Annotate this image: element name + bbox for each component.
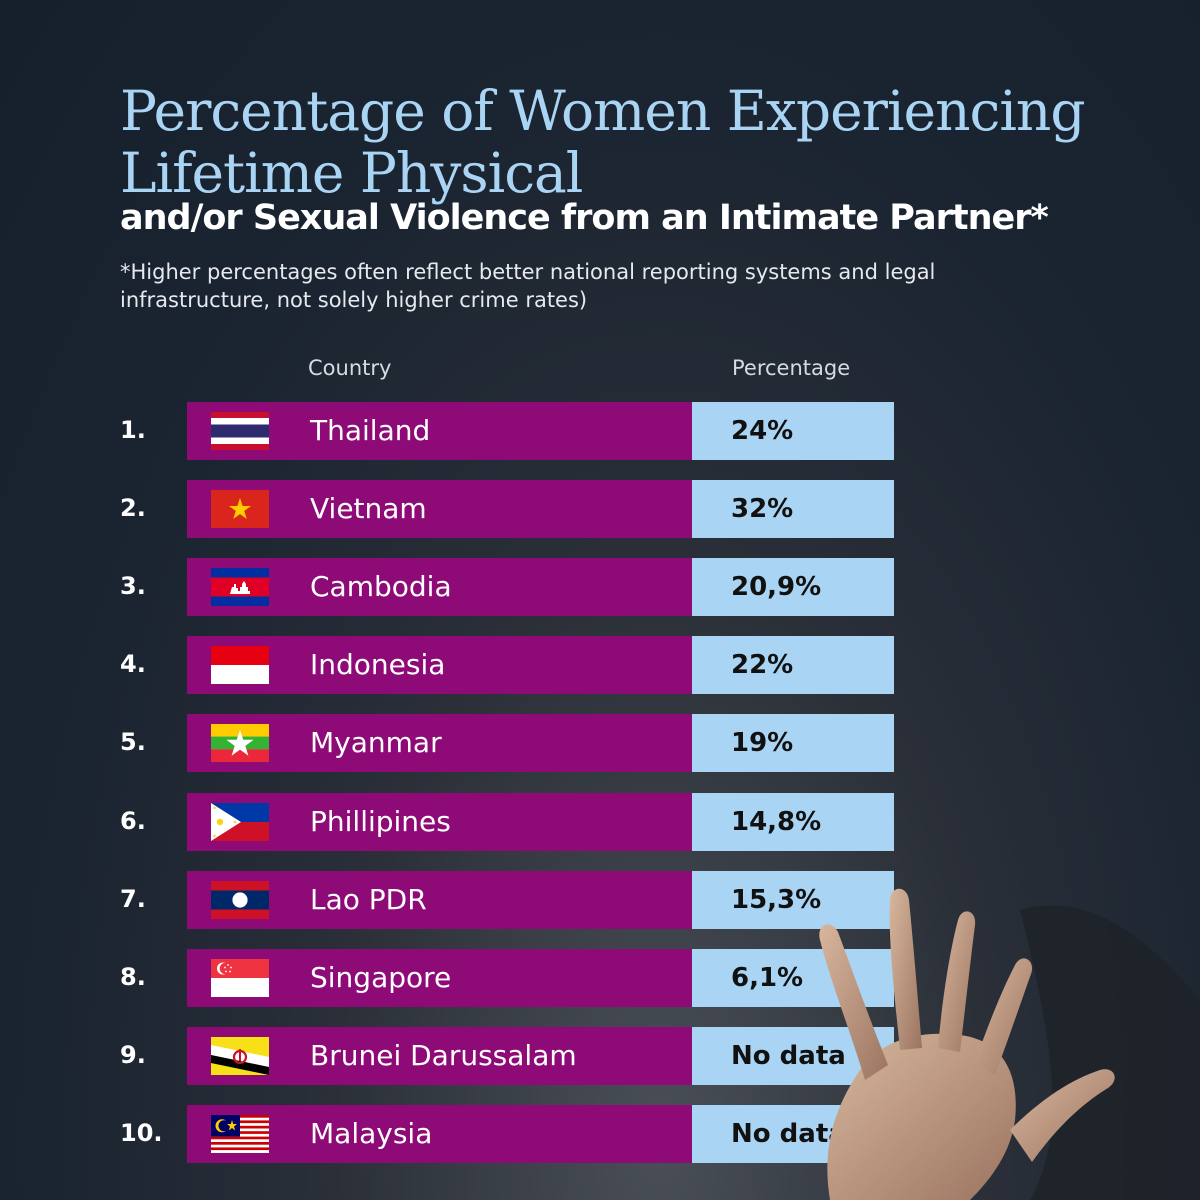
table-row: 10. Malaysia No data bbox=[0, 1105, 1200, 1163]
country-bar: Cambodia bbox=[187, 558, 692, 616]
philippines-flag-icon bbox=[211, 803, 269, 841]
raised-hand-illustration bbox=[819, 888, 1200, 1200]
vietnam-flag-icon bbox=[211, 490, 269, 528]
country-bar: Lao PDR bbox=[187, 871, 692, 929]
row-rank: 9. bbox=[120, 1041, 146, 1069]
percentage-cell: 20,9% bbox=[692, 558, 894, 616]
percentage-cell: 15,3% bbox=[692, 871, 894, 929]
percentage-cell: 14,8% bbox=[692, 793, 894, 851]
percentage-value: 15,3% bbox=[731, 885, 822, 915]
myanmar-flag-icon bbox=[211, 724, 269, 762]
country-name: Singapore bbox=[310, 961, 452, 994]
row-rank: 8. bbox=[120, 963, 146, 991]
column-header-country: Country bbox=[308, 356, 392, 380]
table-row: 5. Myanmar 19% bbox=[0, 714, 1200, 772]
row-rank: 10. bbox=[120, 1119, 163, 1147]
country-name: Malaysia bbox=[310, 1117, 433, 1150]
table-row: 6. Phillipines 14,8% bbox=[0, 793, 1200, 851]
percentage-value: 6,1% bbox=[731, 963, 804, 993]
row-rank: 2. bbox=[120, 494, 146, 522]
brunei-flag-icon bbox=[211, 1037, 269, 1075]
country-bar: Malaysia bbox=[187, 1105, 692, 1163]
table-row: 3. Cambodia 20,9% bbox=[0, 558, 1200, 616]
country-name: Cambodia bbox=[310, 570, 452, 603]
percentage-value: 24% bbox=[731, 416, 794, 446]
footnote: *Higher percentages often reflect better… bbox=[120, 260, 936, 312]
indonesia-flag-icon bbox=[211, 646, 269, 684]
malaysia-flag-icon bbox=[211, 1115, 269, 1153]
percentage-value: 19% bbox=[731, 728, 794, 758]
percentage-value: No data bbox=[731, 1041, 846, 1071]
singapore-flag-icon bbox=[211, 959, 269, 997]
percentage-cell: 22% bbox=[692, 636, 894, 694]
country-bar: Phillipines bbox=[187, 793, 692, 851]
table-row: 2. Vietnam 32% bbox=[0, 480, 1200, 538]
laos-flag-icon bbox=[211, 881, 269, 919]
table-row: 4. Indonesia 22% bbox=[0, 636, 1200, 694]
country-bar: Brunei Darussalam bbox=[187, 1027, 692, 1085]
country-name: Vietnam bbox=[310, 492, 427, 525]
percentage-value: 32% bbox=[731, 494, 794, 524]
percentage-cell: 24% bbox=[692, 402, 894, 460]
table-row: 8. Singapore 6,1% bbox=[0, 949, 1200, 1007]
row-rank: 3. bbox=[120, 572, 146, 600]
country-name: Myanmar bbox=[310, 726, 442, 759]
cambodia-flag-icon bbox=[211, 568, 269, 606]
country-bar: Singapore bbox=[187, 949, 692, 1007]
table-row: 7. Lao PDR 15,3% bbox=[0, 871, 1200, 929]
country-bar: Indonesia bbox=[187, 636, 692, 694]
thailand-flag-icon bbox=[211, 412, 269, 450]
row-rank: 4. bbox=[120, 650, 146, 678]
country-name: Lao PDR bbox=[310, 883, 427, 916]
column-header-percentage: Percentage bbox=[732, 356, 851, 380]
country-bar: Thailand bbox=[187, 402, 692, 460]
percentage-value: 22% bbox=[731, 650, 794, 680]
page-title: Percentage of Women Experiencing Lifetim… bbox=[120, 79, 1086, 205]
percentage-cell: 32% bbox=[692, 480, 894, 538]
percentage-cell: 19% bbox=[692, 714, 894, 772]
table-row: 1. Thailand 24% bbox=[0, 402, 1200, 460]
country-bar: Myanmar bbox=[187, 714, 692, 772]
row-rank: 6. bbox=[120, 807, 146, 835]
country-name: Thailand bbox=[310, 414, 431, 447]
row-rank: 5. bbox=[120, 728, 146, 756]
page-subtitle: and/or Sexual Violence from an Intimate … bbox=[120, 198, 1049, 238]
country-name: Brunei Darussalam bbox=[310, 1039, 577, 1072]
country-bar: Vietnam bbox=[187, 480, 692, 538]
row-rank: 7. bbox=[120, 885, 146, 913]
row-rank: 1. bbox=[120, 416, 146, 444]
percentage-cell: 6,1% bbox=[692, 949, 894, 1007]
country-name: Phillipines bbox=[310, 805, 451, 838]
percentage-value: 14,8% bbox=[731, 807, 822, 837]
country-name: Indonesia bbox=[310, 648, 446, 681]
table-row: 9. Brunei Darussalam No data bbox=[0, 1027, 1200, 1085]
percentage-value: 20,9% bbox=[731, 572, 822, 602]
percentage-value: No data bbox=[731, 1119, 846, 1149]
